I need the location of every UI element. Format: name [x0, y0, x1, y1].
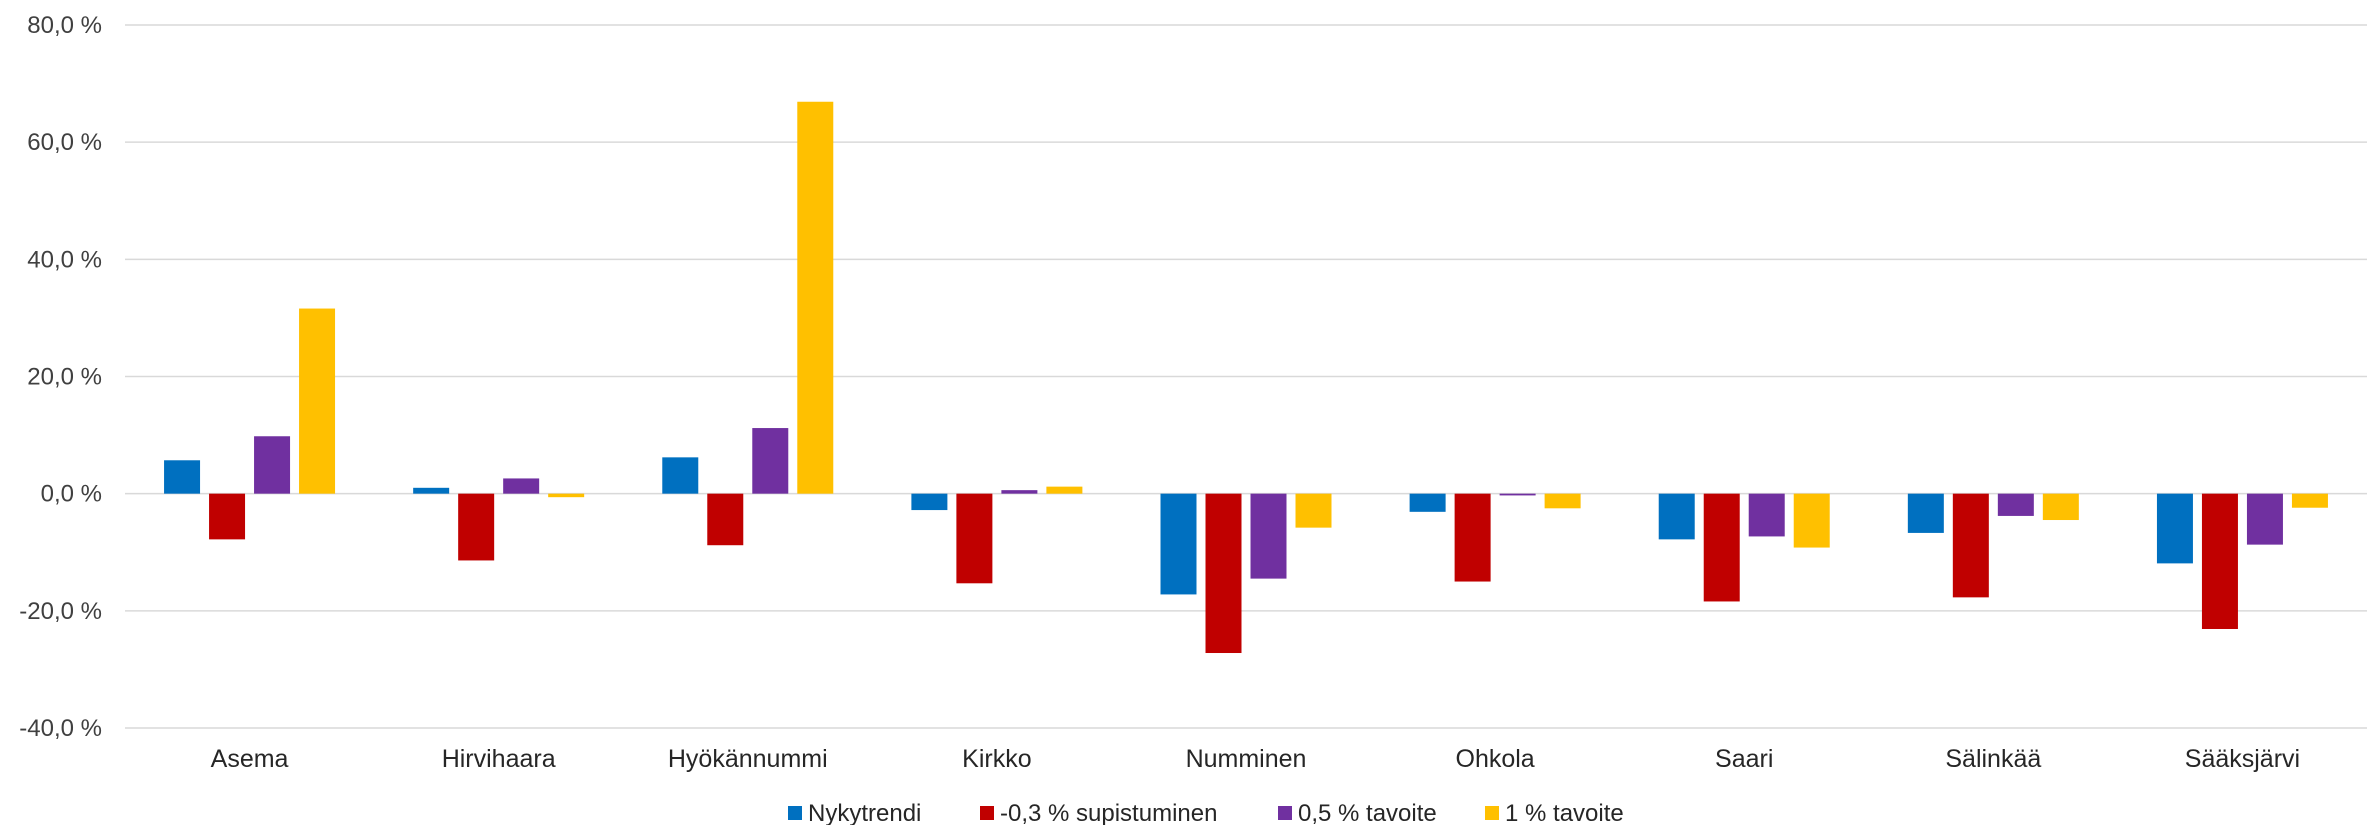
bar: [1544, 493, 1581, 509]
bar: [503, 478, 540, 494]
category-label: Ohkola: [1456, 745, 1535, 773]
y-tick-label: 60,0 %: [27, 129, 102, 156]
category-label: Asema: [211, 745, 289, 773]
bar: [662, 457, 699, 494]
bar: [1454, 493, 1491, 582]
bar: [1793, 493, 1830, 548]
category-label: Sääksjärvi: [2185, 745, 2300, 773]
legend-label: -0,3 % supistuminen: [1000, 800, 1217, 825]
bar: [164, 460, 201, 494]
grid-lines: [125, 24, 2367, 729]
bar: [1001, 490, 1038, 494]
bar: [548, 493, 585, 498]
category-label: Saari: [1715, 745, 1773, 773]
y-tick-label: 40,0 %: [27, 246, 102, 273]
category-label: Numminen: [1186, 745, 1307, 773]
bar: [2201, 493, 2238, 629]
bar: [1703, 493, 1740, 602]
legend-label: 1 % tavoite: [1505, 800, 1624, 825]
bar: [956, 493, 993, 584]
bars: [164, 101, 2328, 654]
bar: [1250, 493, 1287, 579]
bar: [1409, 493, 1446, 512]
bar: [1046, 486, 1083, 494]
bar: [2042, 493, 2079, 521]
legend-swatch: [788, 806, 802, 820]
bar: [2291, 493, 2328, 508]
y-tick-label: -40,0 %: [19, 715, 102, 742]
legend-swatch: [1278, 806, 1292, 820]
legend: Nykytrendi -0,3 % supistuminen 0,5 % tavoi…: [788, 800, 1624, 825]
bar: [1160, 493, 1197, 595]
bar: [1205, 493, 1242, 654]
bar: [707, 493, 744, 546]
legend-label: Nykytrendi: [808, 800, 921, 825]
legend-swatch: [980, 806, 994, 820]
bar: [2246, 493, 2283, 545]
bar: [1748, 493, 1785, 537]
bar: [1295, 493, 1332, 528]
bar: [299, 308, 336, 494]
bar: [1907, 493, 1944, 533]
bar: [2156, 493, 2193, 564]
bar: [458, 493, 495, 561]
bar: [1952, 493, 1989, 598]
bar: [209, 493, 246, 540]
y-tick-label: 80,0 %: [27, 12, 102, 39]
bar: [752, 428, 789, 494]
y-tick-label: 20,0 %: [27, 364, 102, 391]
bar: [1997, 493, 2034, 516]
y-tick-label: 0,0 %: [41, 481, 102, 508]
category-label: Hirvihaara: [442, 745, 556, 773]
y-tick-label: -20,0 %: [19, 598, 102, 625]
bar: [1499, 493, 1536, 496]
y-axis-tick-labels: 80,0 % 60,0 % 40,0 % 20,0 % 0,0 % -20,0 % -40,…: [19, 12, 102, 742]
bar: [1658, 493, 1695, 540]
bar: [254, 436, 291, 494]
category-label: Hyökännummi: [668, 745, 828, 773]
category-label: Kirkko: [962, 745, 1031, 773]
legend-label: 0,5 % tavoite: [1298, 800, 1437, 825]
x-axis-category-labels: Asema Hirvihaara Hyökännummi Kirkko Numminen…: [211, 745, 2300, 773]
legend-swatch: [1485, 806, 1499, 820]
bar: [911, 493, 948, 511]
bar: [413, 487, 450, 494]
bar: [797, 101, 834, 494]
category-label: Sälinkää: [1945, 745, 2041, 773]
